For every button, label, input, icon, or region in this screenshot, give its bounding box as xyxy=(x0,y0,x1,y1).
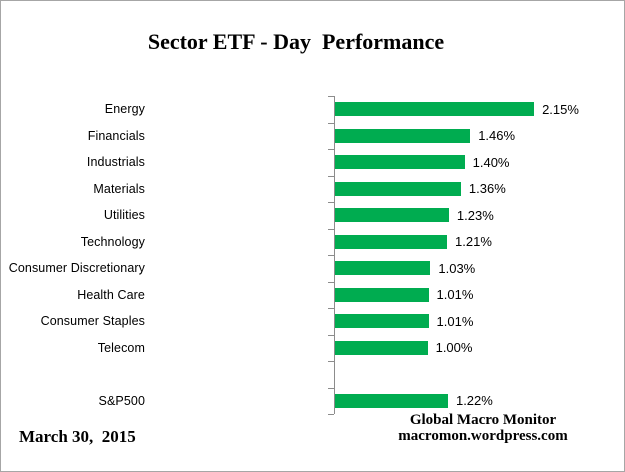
category-label: Energy xyxy=(104,102,145,117)
bar-row: Energy 2.15% xyxy=(1,96,624,123)
value-label: 1.40% xyxy=(472,154,510,170)
bar xyxy=(335,181,461,196)
category-label xyxy=(1,361,145,388)
bar-row: Health Care 1.01% xyxy=(1,282,624,309)
bar-row: Financials 1.46% xyxy=(1,123,624,150)
bar-row: Consumer Staples 1.01% xyxy=(1,308,624,335)
value-label: 1.46% xyxy=(478,128,516,144)
category-label: Telecom xyxy=(97,340,145,355)
value-label: 1.01% xyxy=(436,287,474,303)
bar-row: Consumer Discretionary 1.03% xyxy=(1,255,624,282)
category-label: Health Care xyxy=(77,287,145,302)
axis-tick xyxy=(328,334,334,336)
date-label: March 30, 2015 xyxy=(19,427,136,446)
axis-tick xyxy=(328,202,334,203)
axis-tick xyxy=(328,122,334,124)
axis-tick xyxy=(328,281,334,283)
axis-tick xyxy=(328,228,334,230)
plot-area: Energy 2.15% Financials 1.46% Industrials 1.4… xyxy=(1,96,624,415)
bar xyxy=(335,287,429,302)
axis-tick xyxy=(328,387,334,389)
bar-row: Telecom 1.00% xyxy=(1,335,624,362)
bar xyxy=(335,234,448,249)
category-label: Financials xyxy=(87,128,145,143)
bar-row: Industrials 1.40% xyxy=(1,149,624,176)
bar-row: Materials 1.36% xyxy=(1,176,624,203)
axis-tick xyxy=(328,414,334,415)
bar-row: Technology 1.21% xyxy=(1,229,624,256)
bar-row: Utilities 1.23% xyxy=(1,202,624,229)
bar xyxy=(335,102,535,117)
bar xyxy=(335,208,449,223)
axis-tick xyxy=(328,149,334,150)
value-label: 1.21% xyxy=(455,234,492,250)
value-label: 1.01% xyxy=(436,313,474,329)
source-attribution: Global Macro Monitor macromon.wordpress.… xyxy=(373,412,593,444)
axis-tick xyxy=(328,361,334,362)
bar xyxy=(335,393,448,408)
axis-tick xyxy=(328,308,334,309)
source-url: macromon.wordpress.com xyxy=(398,427,568,444)
source-name: Global Macro Monitor xyxy=(409,412,557,428)
value-label: 2.15% xyxy=(542,101,579,117)
bar-row: S&P500 1.22% xyxy=(1,388,624,415)
category-label: Industrials xyxy=(86,155,145,170)
value-label: 1.23% xyxy=(456,207,494,223)
category-label: Technology xyxy=(80,234,145,249)
axis-tick xyxy=(328,96,334,97)
bar xyxy=(335,261,431,276)
bar xyxy=(335,155,465,170)
value-label: 1.22% xyxy=(455,393,493,409)
category-label: Consumer Staples xyxy=(40,314,145,329)
value-label: 1.00% xyxy=(435,340,473,356)
category-label: Materials xyxy=(93,181,145,196)
bar-row xyxy=(1,361,624,388)
category-axis-line xyxy=(334,96,335,414)
value-label: 1.03% xyxy=(438,260,476,276)
chart-title: Sector ETF - Day Performance xyxy=(147,29,445,54)
axis-tick xyxy=(328,175,334,177)
bar xyxy=(335,314,429,329)
category-label: S&P500 xyxy=(98,393,145,408)
category-label: Consumer Discretionary xyxy=(8,261,145,276)
value-label: 1.36% xyxy=(468,181,506,197)
bar xyxy=(335,128,471,143)
axis-tick xyxy=(328,255,334,256)
category-label: Utilities xyxy=(103,208,145,223)
bar xyxy=(335,340,428,355)
